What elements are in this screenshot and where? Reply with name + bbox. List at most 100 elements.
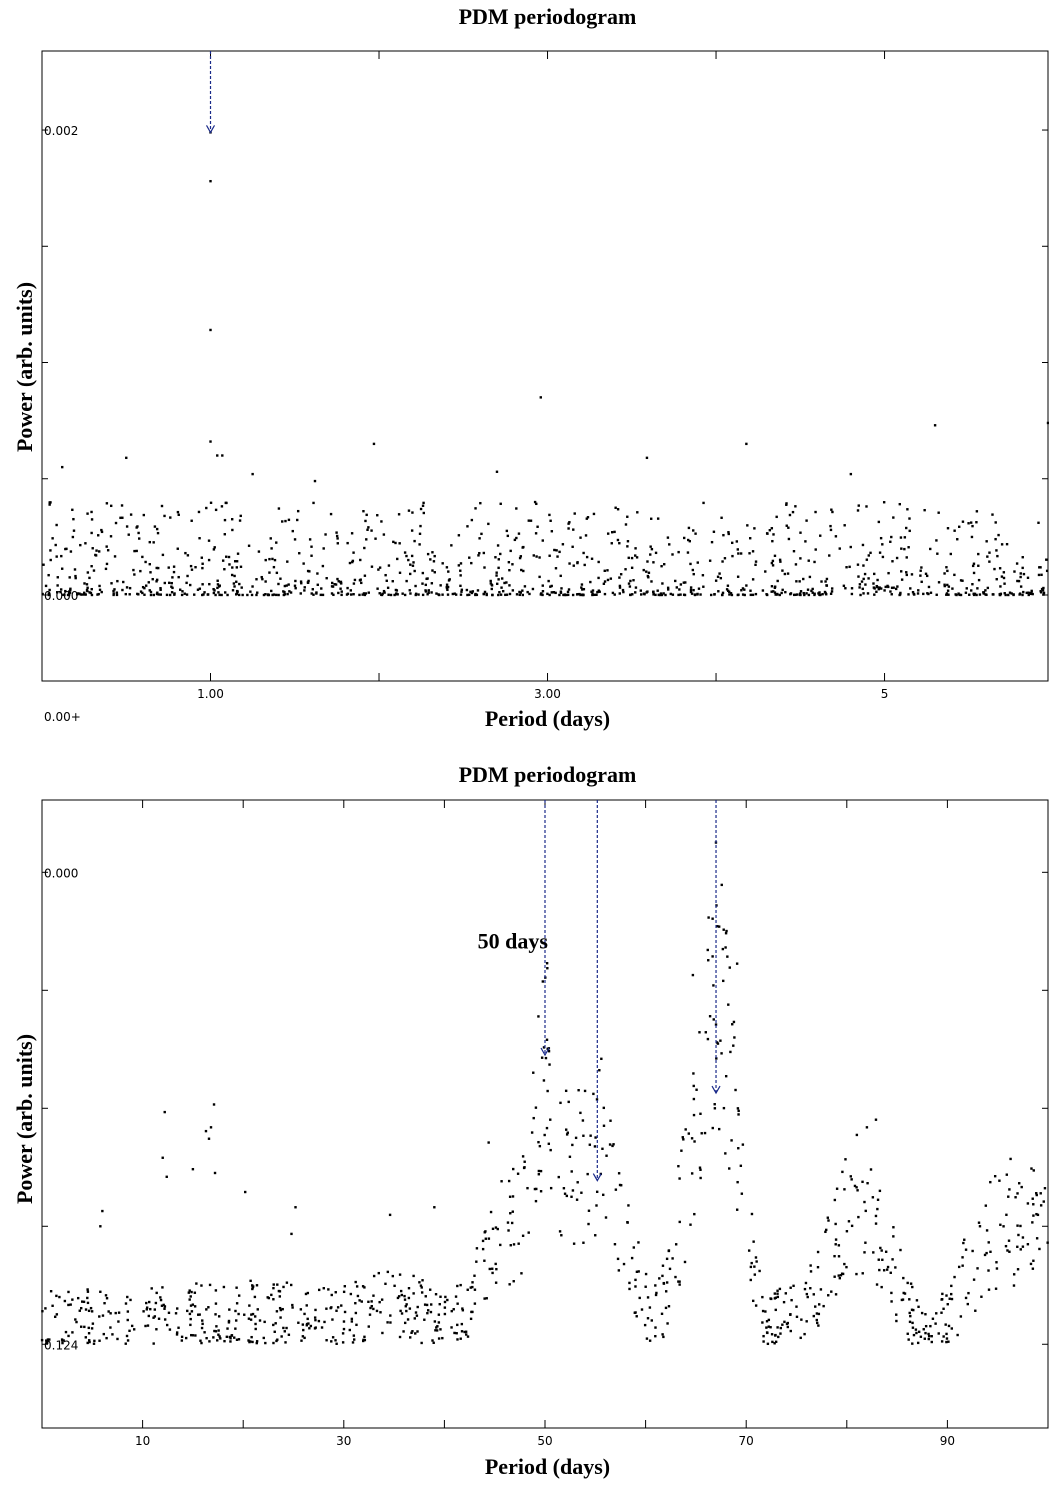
data-point: [837, 1274, 840, 1277]
data-point: [366, 528, 369, 531]
data-point: [711, 1126, 714, 1130]
data-point: [945, 593, 948, 596]
data-point: [291, 529, 294, 533]
data-point: [235, 1302, 239, 1305]
data-point: [729, 592, 733, 595]
data-point: [485, 1297, 488, 1300]
data-point: [591, 592, 594, 595]
data-point: [519, 555, 523, 558]
data-point: [541, 980, 545, 983]
data-point: [474, 592, 477, 596]
data-point: [482, 592, 485, 596]
data-point: [980, 1295, 983, 1298]
data-point: [120, 504, 124, 507]
data-point: [1021, 1245, 1025, 1248]
data-point: [677, 1280, 680, 1283]
data-point: [737, 1109, 740, 1113]
data-point: [201, 1319, 204, 1322]
data-point: [157, 566, 160, 570]
data-point: [237, 1294, 241, 1297]
data-point: [920, 566, 923, 569]
data-point: [391, 1274, 395, 1278]
data-point: [125, 1334, 129, 1338]
data-point: [785, 502, 788, 505]
data-point: [950, 1292, 953, 1296]
data-point: [806, 588, 810, 591]
data-point: [792, 549, 796, 553]
data-point: [159, 593, 162, 596]
data-point: [276, 1283, 279, 1286]
data-point: [460, 590, 463, 593]
data-point: [878, 1189, 882, 1193]
data-point: [666, 586, 670, 590]
data-point: [237, 1312, 240, 1316]
data-point: [59, 588, 63, 591]
data-point: [367, 1300, 370, 1304]
data-point: [1004, 1244, 1008, 1248]
data-point: [613, 593, 616, 596]
data-point: [659, 593, 662, 597]
data-point: [1005, 542, 1009, 546]
data-point: [275, 541, 278, 544]
data-point: [370, 1304, 373, 1308]
data-point: [531, 587, 535, 591]
data-point: [364, 592, 368, 595]
data-point: [433, 554, 436, 558]
data-point: [149, 1307, 152, 1311]
data-point: [1009, 1157, 1012, 1161]
data-point: [764, 570, 767, 573]
data-point: [899, 1248, 902, 1252]
data-point: [384, 573, 387, 577]
data-point: [971, 524, 974, 528]
data-point: [302, 562, 305, 565]
data-point: [286, 560, 289, 563]
data-point: [825, 584, 829, 587]
data-point: [565, 593, 568, 597]
data-point: [432, 1341, 435, 1344]
y-tick-label: 0.000: [44, 866, 78, 880]
data-point: [850, 1178, 853, 1181]
data-point: [713, 593, 716, 596]
data-point: [984, 589, 987, 592]
data-point: [991, 513, 994, 516]
data-point: [325, 1307, 328, 1310]
data-point: [890, 586, 894, 590]
data-point: [515, 507, 518, 510]
data-point: [708, 1015, 712, 1018]
data-point: [340, 593, 343, 597]
data-point: [580, 1191, 583, 1194]
data-point: [751, 550, 755, 553]
data-point: [227, 555, 231, 559]
data-point: [427, 589, 430, 592]
data-point: [751, 578, 755, 581]
data-point: [255, 1340, 259, 1343]
data-point: [646, 1296, 650, 1299]
data-point: [282, 1285, 285, 1289]
data-point: [582, 587, 586, 591]
data-point: [277, 582, 280, 586]
data-point: [466, 525, 469, 528]
data-point: [500, 586, 503, 589]
x-tick-label: 50: [537, 1434, 552, 1448]
data-point: [606, 569, 609, 572]
data-point: [46, 1338, 50, 1341]
data-point: [437, 1337, 441, 1340]
data-point: [751, 1299, 755, 1303]
data-point: [610, 542, 613, 545]
periodogram-top-panel: PDM periodogram Power (arb. units) 1.00 3…: [0, 0, 1049, 740]
data-point: [144, 560, 147, 564]
data-point: [857, 504, 860, 507]
data-point: [254, 1327, 257, 1331]
data-point: [272, 593, 276, 596]
data-point: [40, 1338, 44, 1342]
data-point: [447, 570, 450, 573]
data-point: [545, 1038, 549, 1041]
data-point: [460, 588, 464, 591]
data-point: [592, 512, 596, 516]
data-point: [403, 593, 407, 597]
data-point: [900, 570, 903, 573]
data-point: [896, 585, 899, 588]
data-point: [372, 1307, 375, 1311]
data-point: [180, 1339, 184, 1342]
data-point: [558, 1230, 562, 1233]
